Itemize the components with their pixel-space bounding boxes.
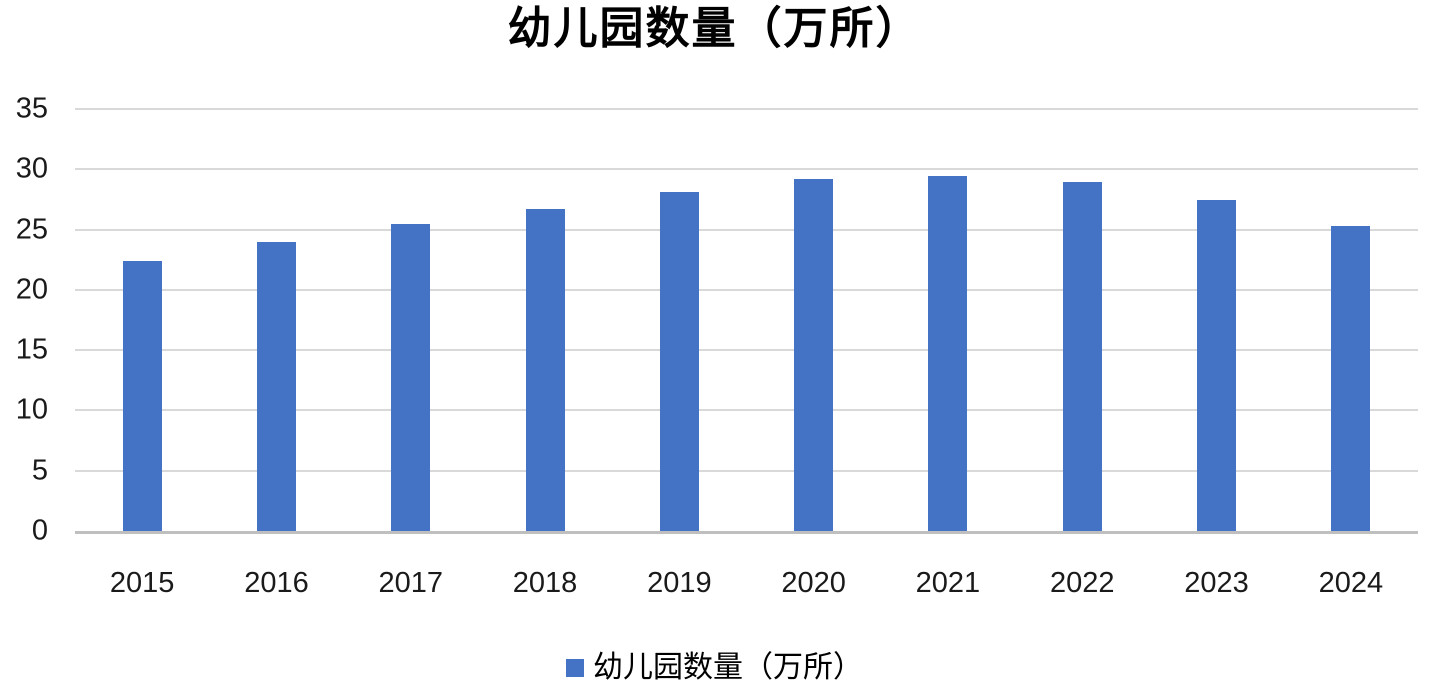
bar-2019	[659, 191, 699, 531]
x-axis-tick-label: 2020	[781, 567, 846, 599]
bar-column	[1149, 109, 1283, 531]
x-axis-tick-label: 2022	[1049, 567, 1115, 599]
chart-title: 幼儿园数量（万所）	[507, 4, 922, 53]
bar-2018	[525, 209, 565, 531]
x-axis-tick-label: 2016	[244, 567, 309, 599]
x-axis: 2015 2016 2017 2018 2019 2020 2021 2022 2023 2024	[75, 566, 1418, 601]
legend-label: 幼儿园数量（万所）	[593, 651, 863, 684]
bar-column	[344, 109, 478, 531]
bar-column	[1015, 109, 1149, 531]
bar-column	[612, 109, 746, 531]
y-axis-tick-label: 0	[31, 514, 48, 547]
bars	[75, 109, 1418, 531]
legend-swatch-icon	[566, 659, 584, 677]
x-axis-tick-label: 2023	[1184, 567, 1249, 599]
bar-2024	[1331, 225, 1371, 531]
y-axis-tick-label: 25	[15, 213, 48, 246]
gridline	[75, 228, 1418, 231]
plot-area	[75, 108, 1418, 534]
y-axis-tick-label: 10	[15, 393, 48, 426]
x-axis-tick-label: 2018	[512, 567, 578, 599]
legend: 幼儿园数量（万所）	[0, 649, 1429, 687]
gridline	[75, 409, 1418, 412]
gridline	[75, 168, 1418, 171]
gridline	[75, 469, 1418, 472]
x-axis-tick-label: 2017	[378, 567, 443, 599]
bar-column	[209, 109, 343, 531]
bar-column	[478, 109, 612, 531]
gridline	[75, 349, 1418, 352]
y-axis-tick-label: 30	[15, 152, 48, 185]
bar-column	[881, 109, 1015, 531]
bar-2023	[1197, 200, 1236, 531]
bar-column	[746, 109, 880, 531]
x-axis-tick-label: 2024	[1318, 567, 1384, 599]
y-axis-tick-label: 15	[15, 333, 48, 366]
y-axis: 0 5 10 15 20 25 30 35	[0, 94, 48, 545]
y-axis-tick-label: 5	[31, 454, 48, 487]
bar-2016	[256, 241, 296, 531]
bar-2022	[1062, 182, 1102, 531]
gridline	[75, 288, 1418, 291]
y-axis-tick-label: 35	[15, 92, 48, 125]
bar-2017	[391, 223, 431, 531]
x-axis-tick-label: 2015	[109, 567, 175, 599]
x-axis-tick-label: 2019	[647, 567, 712, 599]
bar-2015	[122, 261, 162, 531]
bar-2021	[928, 175, 968, 531]
bar-column	[75, 109, 209, 531]
gridline	[75, 108, 1418, 110]
bar-2020	[794, 179, 834, 531]
y-axis-tick-label: 20	[15, 273, 48, 306]
bar-column	[1284, 109, 1418, 531]
x-axis-tick-label: 2021	[915, 567, 981, 599]
